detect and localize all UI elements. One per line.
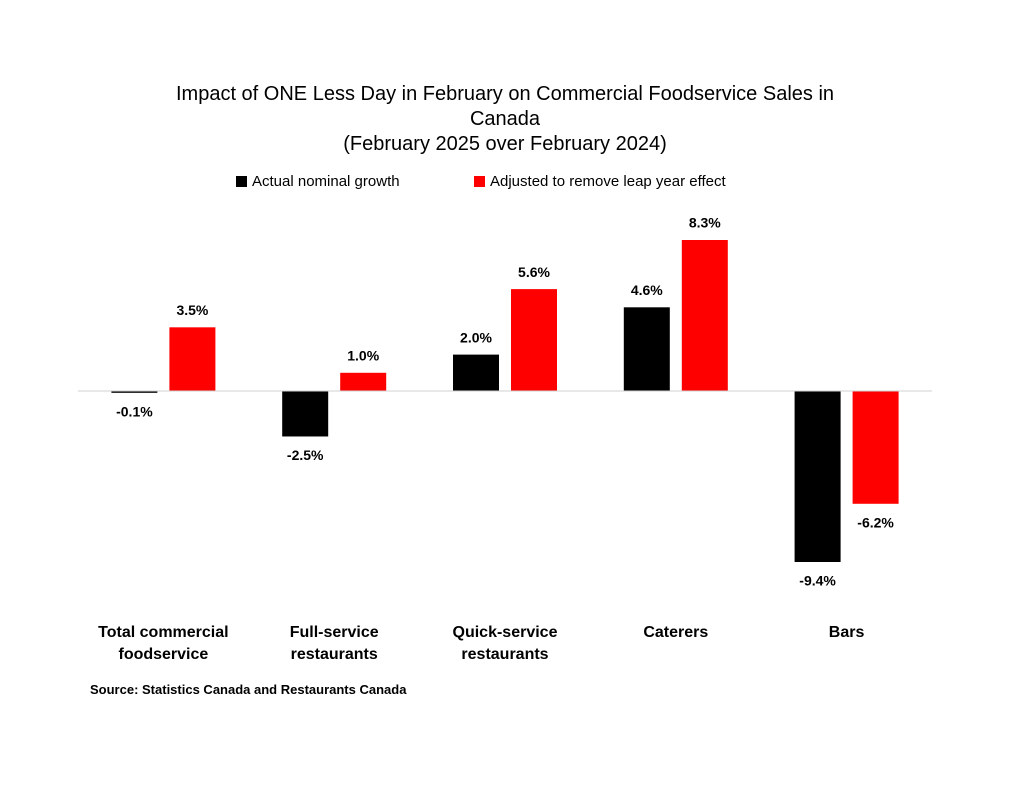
chart-title: Impact of ONE Less Day in February on Co… (175, 83, 835, 130)
bar (282, 390, 329, 437)
value-label: -6.2% (857, 514, 894, 530)
value-label: 2.0% (460, 329, 492, 345)
bar (453, 354, 499, 391)
value-label: -9.4% (799, 573, 836, 589)
category-label: Quick-service restaurants (452, 624, 558, 663)
bar (340, 372, 387, 391)
chart-subtitle: (February 2025 over February 2024) (343, 133, 667, 155)
bar (169, 327, 216, 391)
value-label: -2.5% (287, 447, 324, 463)
category-label: Total commercial foodservice (98, 624, 229, 663)
value-label: 1.0% (347, 348, 379, 364)
bar (852, 390, 899, 504)
category-label: Bars (828, 624, 865, 641)
legend-swatch (474, 176, 485, 187)
value-label: 3.5% (176, 302, 208, 318)
legend-label: Actual nominal growth (252, 173, 400, 190)
bar (511, 289, 557, 391)
bar (794, 390, 841, 562)
bar (623, 307, 670, 391)
legend-label: Adjusted to remove leap year effect (490, 173, 727, 190)
value-label: 5.6% (518, 264, 550, 280)
bar (681, 240, 728, 391)
bar (111, 390, 158, 393)
value-label: -0.1% (116, 404, 153, 420)
value-label: 4.6% (631, 282, 663, 298)
legend-swatch (236, 176, 247, 187)
category-label: Full-service restaurants (289, 624, 379, 663)
value-label: 8.3% (689, 215, 721, 231)
source-note: Source: Statistics Canada and Restaurant… (90, 682, 407, 697)
category-label: Caterers (643, 624, 709, 641)
